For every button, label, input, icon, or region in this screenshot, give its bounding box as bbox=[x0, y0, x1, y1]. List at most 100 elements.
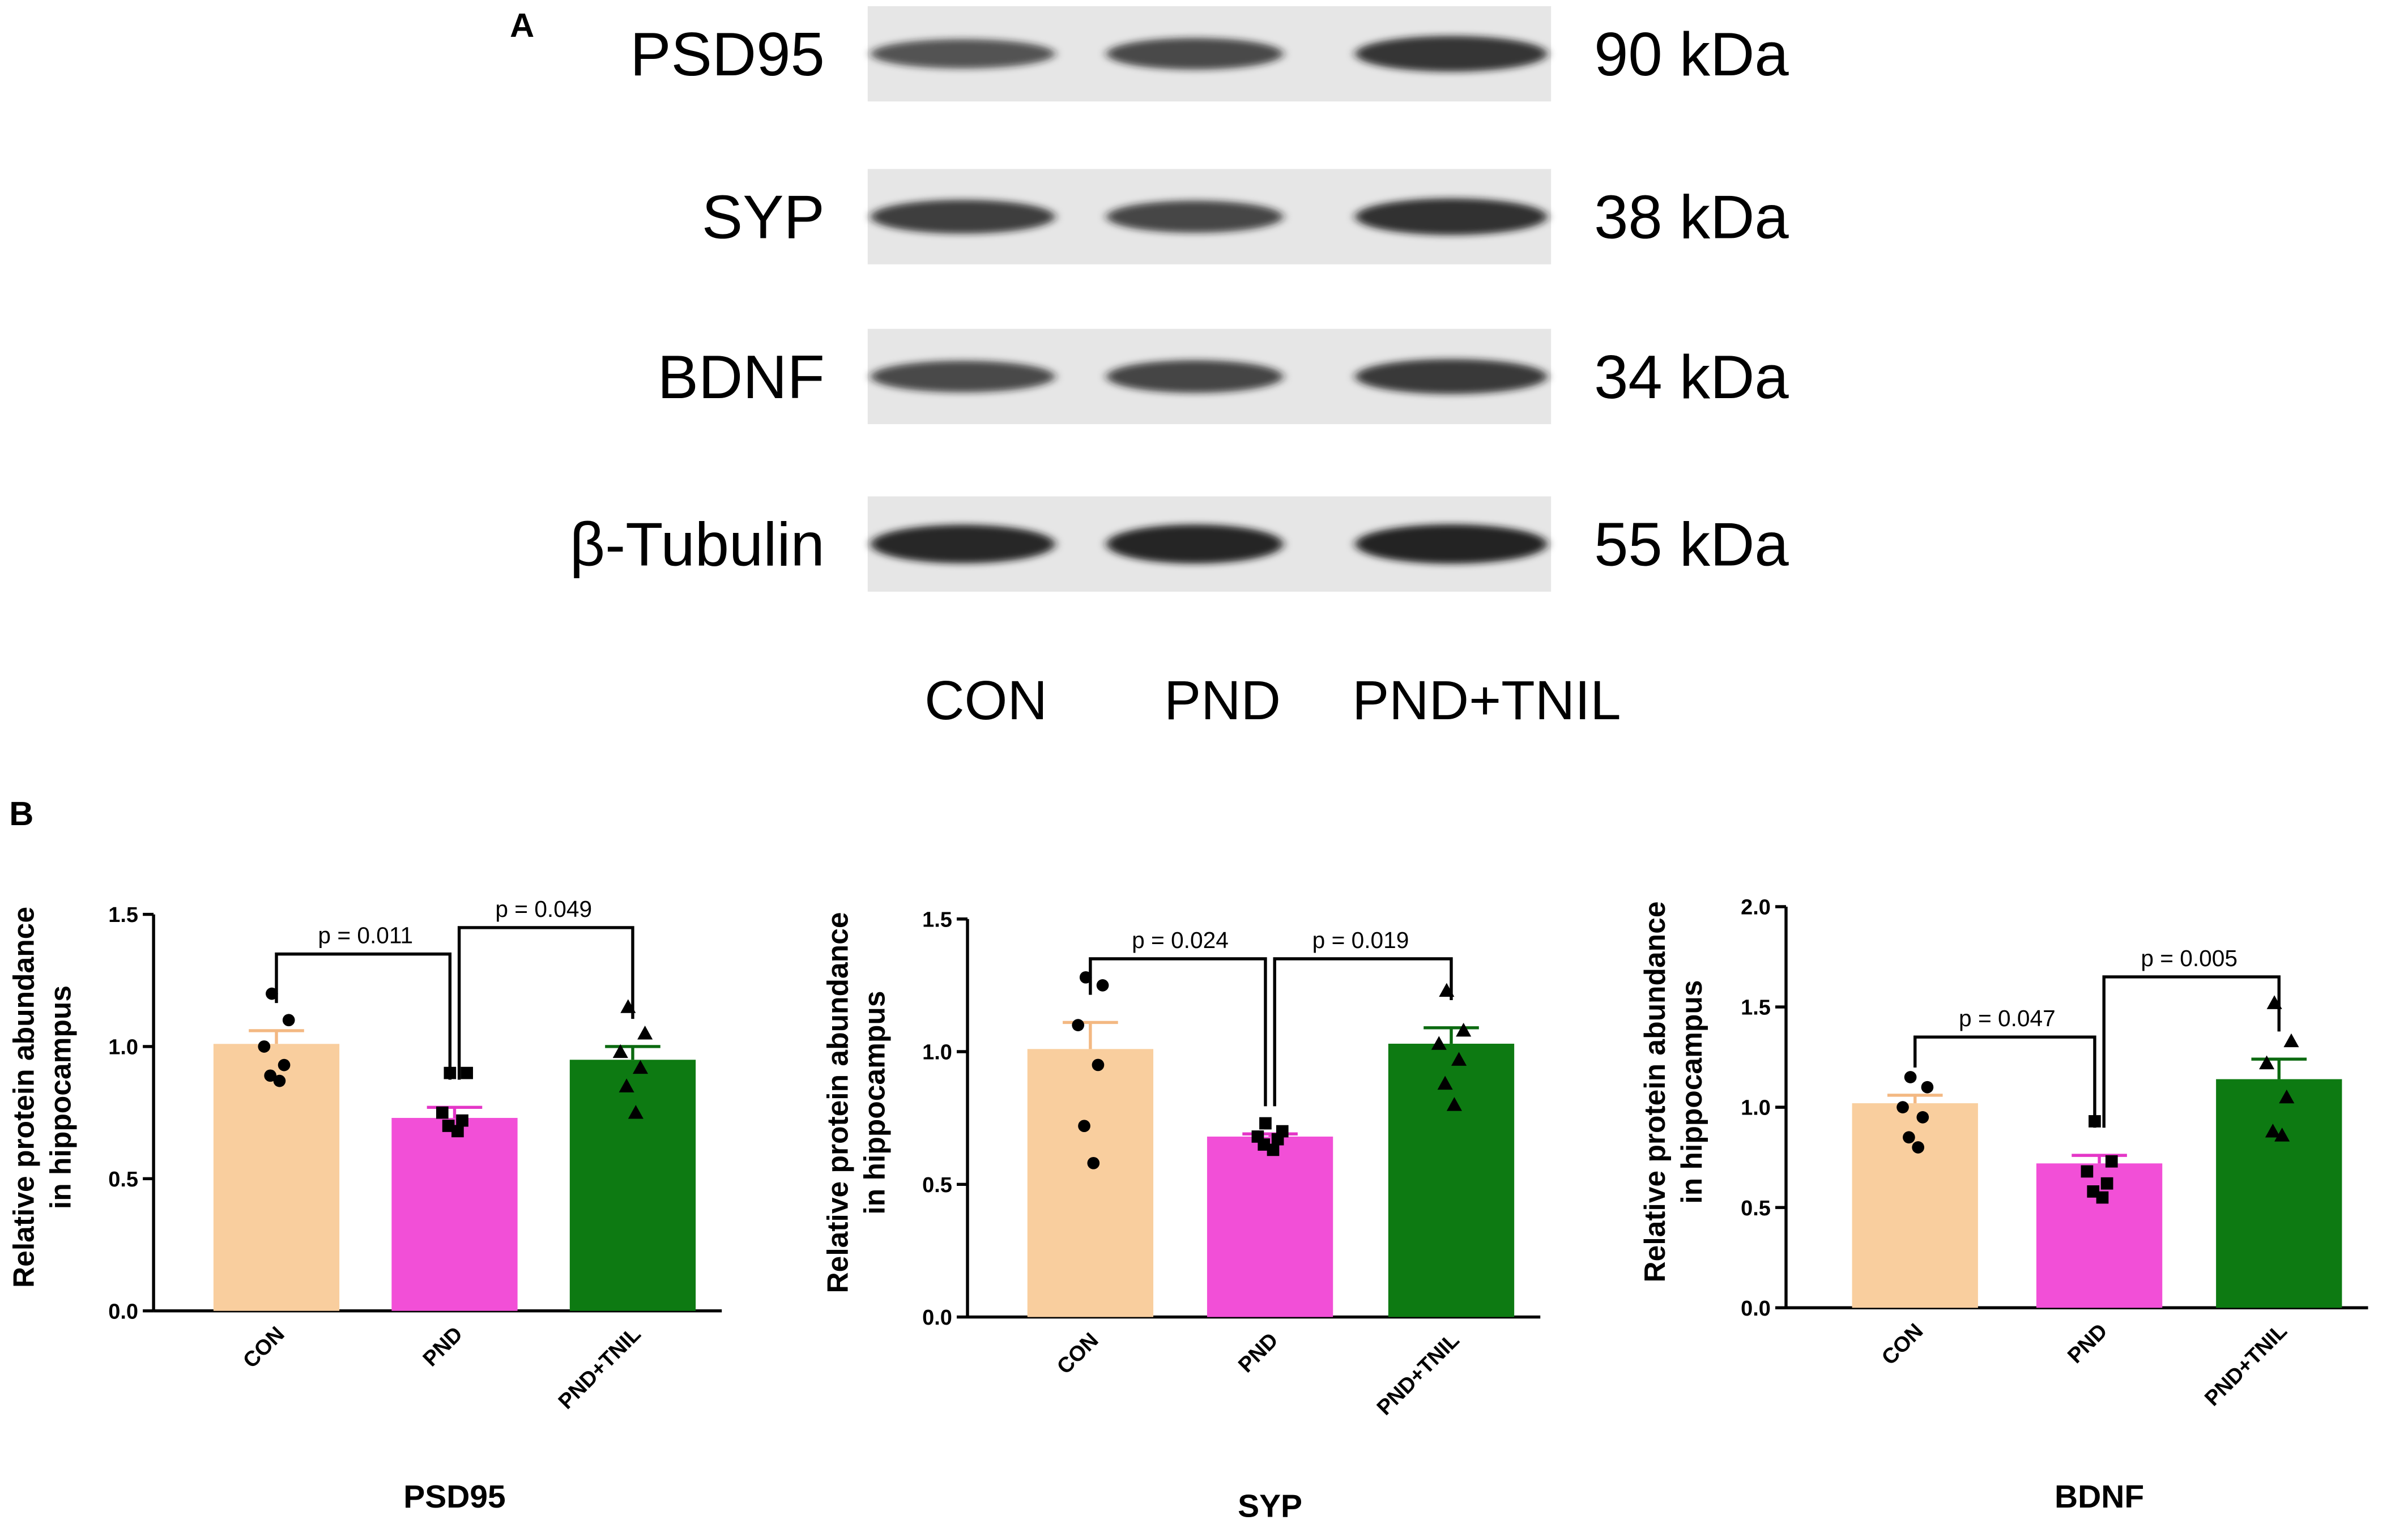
bar-con bbox=[1027, 1049, 1154, 1317]
lane-label-pnd: PND bbox=[1164, 669, 1281, 731]
p-value-label: p = 0.049 bbox=[495, 896, 592, 922]
y-tick-label: 0.0 bbox=[108, 1300, 138, 1323]
data-point bbox=[2274, 1128, 2290, 1142]
significance-bracket bbox=[1913, 1035, 2096, 1128]
significance-bracket bbox=[2102, 975, 2281, 1128]
bar-charts: Relative protein abundance in hippocampus… bbox=[7, 896, 2368, 1524]
blot-row-beta-tubulin: β-Tubulin 55 kDa bbox=[570, 496, 1789, 592]
significance-bracket bbox=[1273, 957, 1453, 1107]
molecular-weight-label: 55 kDa bbox=[1594, 510, 1789, 579]
data-point bbox=[1087, 1156, 1100, 1169]
y-tick-label: 0.5 bbox=[108, 1168, 138, 1192]
y-tick-label: 2.0 bbox=[1741, 896, 1771, 920]
western-blots: PSD95 90 kDa SYP 38 kDa BDNF 34 kDa β-Tubulin 5… bbox=[570, 6, 1789, 592]
x-tick-label-pnd: PND bbox=[419, 1322, 467, 1371]
significance-bracket bbox=[1089, 957, 1267, 1107]
data-point bbox=[456, 1114, 468, 1127]
data-point bbox=[273, 1074, 286, 1087]
blot-band bbox=[1355, 358, 1548, 394]
molecular-weight-label: 90 kDa bbox=[1594, 20, 1789, 88]
y-axis-title-line1: Relative protein abundance bbox=[821, 912, 854, 1293]
blot-band bbox=[871, 524, 1055, 563]
data-point bbox=[282, 1014, 295, 1027]
x-tick-label-pnd: PND bbox=[1234, 1329, 1282, 1377]
y-axis-title-line2: in hippocampus bbox=[858, 990, 891, 1214]
p-value-label: p = 0.024 bbox=[1132, 927, 1229, 953]
data-point bbox=[1904, 1071, 1917, 1083]
data-point bbox=[1916, 1111, 1929, 1124]
chart-title: BDNF bbox=[2055, 1479, 2144, 1515]
data-point bbox=[1259, 1117, 1272, 1130]
data-point bbox=[632, 1060, 649, 1074]
blot-band bbox=[1106, 38, 1284, 70]
data-point bbox=[2105, 1155, 2118, 1168]
data-point bbox=[1921, 1081, 1934, 1094]
x-tick-label-con: CON bbox=[1877, 1319, 1928, 1369]
p-value-label: p = 0.011 bbox=[318, 923, 413, 949]
blot-row-bdnf: BDNF 34 kDa bbox=[658, 328, 1789, 424]
y-tick-label: 1.5 bbox=[1741, 996, 1771, 1020]
bar-con bbox=[213, 1044, 340, 1311]
data-point bbox=[1072, 1019, 1085, 1032]
y-tick-label: 0.0 bbox=[1741, 1297, 1771, 1321]
bar-pnd-tnil bbox=[569, 1060, 696, 1311]
protein-label: SYP bbox=[702, 183, 825, 251]
protein-label: PSD95 bbox=[630, 20, 825, 88]
y-tick-label: 1.0 bbox=[922, 1041, 952, 1065]
y-axis-title-line2: in hippocampus bbox=[1675, 980, 1708, 1203]
blot-band bbox=[1355, 36, 1548, 72]
chart-title: PSD95 bbox=[403, 1479, 505, 1515]
chart-bdnf: Relative protein abundance in hippocampus… bbox=[1638, 896, 2368, 1515]
x-tick-label-pnd-tnil: PND+TNIL bbox=[1373, 1329, 1464, 1420]
y-tick-label: 1.0 bbox=[108, 1036, 138, 1060]
data-point bbox=[1896, 1101, 1909, 1114]
x-tick-label-con: CON bbox=[1052, 1329, 1103, 1379]
blot-band bbox=[1355, 524, 1548, 564]
molecular-weight-label: 34 kDa bbox=[1594, 343, 1789, 411]
y-axis-title-line2: in hippocampus bbox=[44, 985, 77, 1209]
y-tick-label: 1.5 bbox=[108, 903, 138, 927]
blot-band bbox=[1106, 524, 1284, 564]
data-point bbox=[2100, 1177, 2113, 1190]
data-point bbox=[1431, 1036, 1447, 1050]
data-point bbox=[1271, 1133, 1284, 1146]
blot-band bbox=[1355, 198, 1548, 235]
data-point bbox=[637, 1026, 653, 1040]
significance-bracket bbox=[275, 952, 452, 1080]
y-axis-title-line1: Relative protein abundance bbox=[7, 907, 40, 1288]
blot-band bbox=[871, 199, 1055, 234]
y-axis-title-line1: Relative protein abundance bbox=[1638, 901, 1671, 1282]
data-point bbox=[2259, 1055, 2275, 1070]
x-tick-label-pnd-tnil: PND+TNIL bbox=[2200, 1319, 2292, 1411]
x-tick-label-pnd-tnil: PND+TNIL bbox=[554, 1322, 646, 1414]
data-point bbox=[2096, 1191, 2109, 1204]
x-tick-label-con: CON bbox=[238, 1322, 289, 1373]
data-point bbox=[461, 1066, 474, 1079]
bar-pnd-tnil bbox=[2216, 1079, 2342, 1308]
data-point bbox=[1451, 1052, 1467, 1066]
bar-pnd-tnil bbox=[1388, 1043, 1515, 1317]
bar-pnd bbox=[2036, 1163, 2163, 1308]
blot-row-psd95: PSD95 90 kDa bbox=[630, 6, 1789, 102]
data-point bbox=[1078, 1120, 1090, 1133]
blot-band bbox=[1106, 360, 1284, 393]
blot-band bbox=[871, 39, 1055, 69]
data-point bbox=[612, 1044, 628, 1058]
data-point bbox=[1903, 1131, 1915, 1144]
y-axis-title: Relative protein abundance in hippocampus bbox=[821, 912, 891, 1293]
bar-pnd bbox=[391, 1117, 518, 1311]
chart-title: SYP bbox=[1238, 1488, 1302, 1524]
p-value-label: p = 0.019 bbox=[1312, 927, 1409, 953]
data-point bbox=[628, 1105, 643, 1119]
data-point bbox=[258, 1040, 271, 1053]
data-point bbox=[1096, 979, 1109, 992]
molecular-weight-label: 38 kDa bbox=[1594, 183, 1789, 251]
data-point bbox=[1446, 1097, 1462, 1111]
blot-band bbox=[871, 360, 1055, 392]
data-point bbox=[1437, 1075, 1453, 1090]
data-point bbox=[2081, 1165, 2094, 1178]
data-point bbox=[2283, 1033, 2299, 1048]
data-point bbox=[1267, 1143, 1280, 1156]
chart-psd95: Relative protein abundance in hippocampus… bbox=[7, 896, 722, 1515]
